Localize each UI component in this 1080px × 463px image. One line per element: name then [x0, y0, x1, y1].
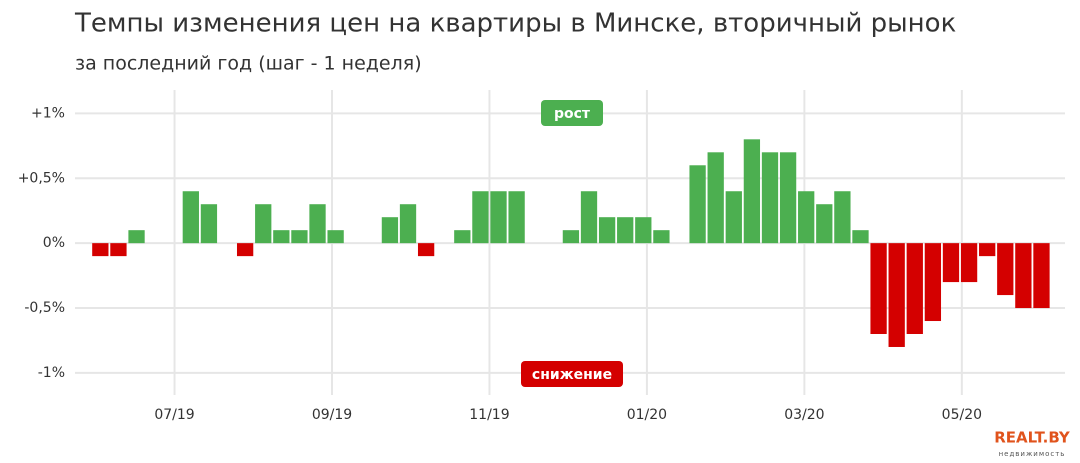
x-tick-label: 01/20: [627, 407, 667, 423]
y-tick-label: -0,5%: [24, 300, 65, 316]
bar: [1033, 243, 1050, 309]
bar: [979, 243, 996, 257]
annotation: рост: [554, 106, 591, 122]
bar: [852, 230, 869, 244]
annotation-box: [521, 361, 623, 387]
y-tick-label: +0,5%: [18, 170, 65, 186]
bar: [381, 217, 399, 244]
bar: [236, 243, 254, 257]
bar: [490, 191, 507, 244]
y-tick-label: +1%: [31, 105, 65, 121]
bar: [1015, 243, 1032, 309]
bar: [635, 217, 652, 244]
bar: [707, 152, 724, 244]
y-tick-label: 0%: [43, 235, 65, 251]
x-tick-label: 07/19: [154, 407, 194, 423]
bar: [110, 243, 127, 257]
bar: [888, 243, 905, 347]
bar: [92, 243, 109, 257]
bar: [598, 217, 616, 244]
bar: [580, 191, 598, 244]
bar: [617, 217, 634, 244]
bar: [508, 191, 525, 244]
logo: REALT.BY: [994, 429, 1071, 447]
bar: [128, 230, 145, 244]
bar: [454, 230, 471, 244]
bar: [417, 243, 435, 257]
annotation: снижение: [532, 367, 612, 383]
bar: [653, 230, 670, 244]
bar: [255, 204, 272, 244]
bar: [870, 243, 887, 334]
bar: [399, 204, 417, 244]
annotation-box: [541, 100, 603, 126]
bar: [743, 139, 761, 244]
bar: [779, 152, 797, 244]
bar: [200, 204, 218, 244]
bar: [472, 191, 489, 244]
bar: [273, 230, 290, 244]
x-tick-label: 03/20: [784, 407, 824, 423]
bar: [942, 243, 960, 283]
bar: [960, 243, 978, 283]
x-tick-label: 05/20: [942, 407, 982, 423]
y-tick-label: -1%: [38, 365, 65, 381]
bar: [182, 191, 199, 244]
bar: [689, 165, 706, 244]
bar: [725, 191, 742, 244]
bar: [309, 204, 326, 244]
bar: [906, 243, 923, 334]
bar: [924, 243, 942, 322]
bar: [761, 152, 779, 244]
bar: [798, 191, 815, 244]
bar: [834, 191, 851, 244]
x-tick-label: 11/19: [469, 407, 509, 423]
chart-title: Темпы изменения цен на квартиры в Минске…: [74, 9, 956, 39]
bar: [816, 204, 833, 244]
bar: [562, 230, 580, 244]
bar: [997, 243, 1014, 296]
bar: [291, 230, 308, 244]
x-tick-label: 09/19: [312, 407, 352, 423]
logo-tagline: недвижимость: [999, 450, 1066, 458]
bar: [327, 230, 344, 244]
chart-subtitle: за последний год (шаг - 1 неделя): [75, 53, 422, 75]
